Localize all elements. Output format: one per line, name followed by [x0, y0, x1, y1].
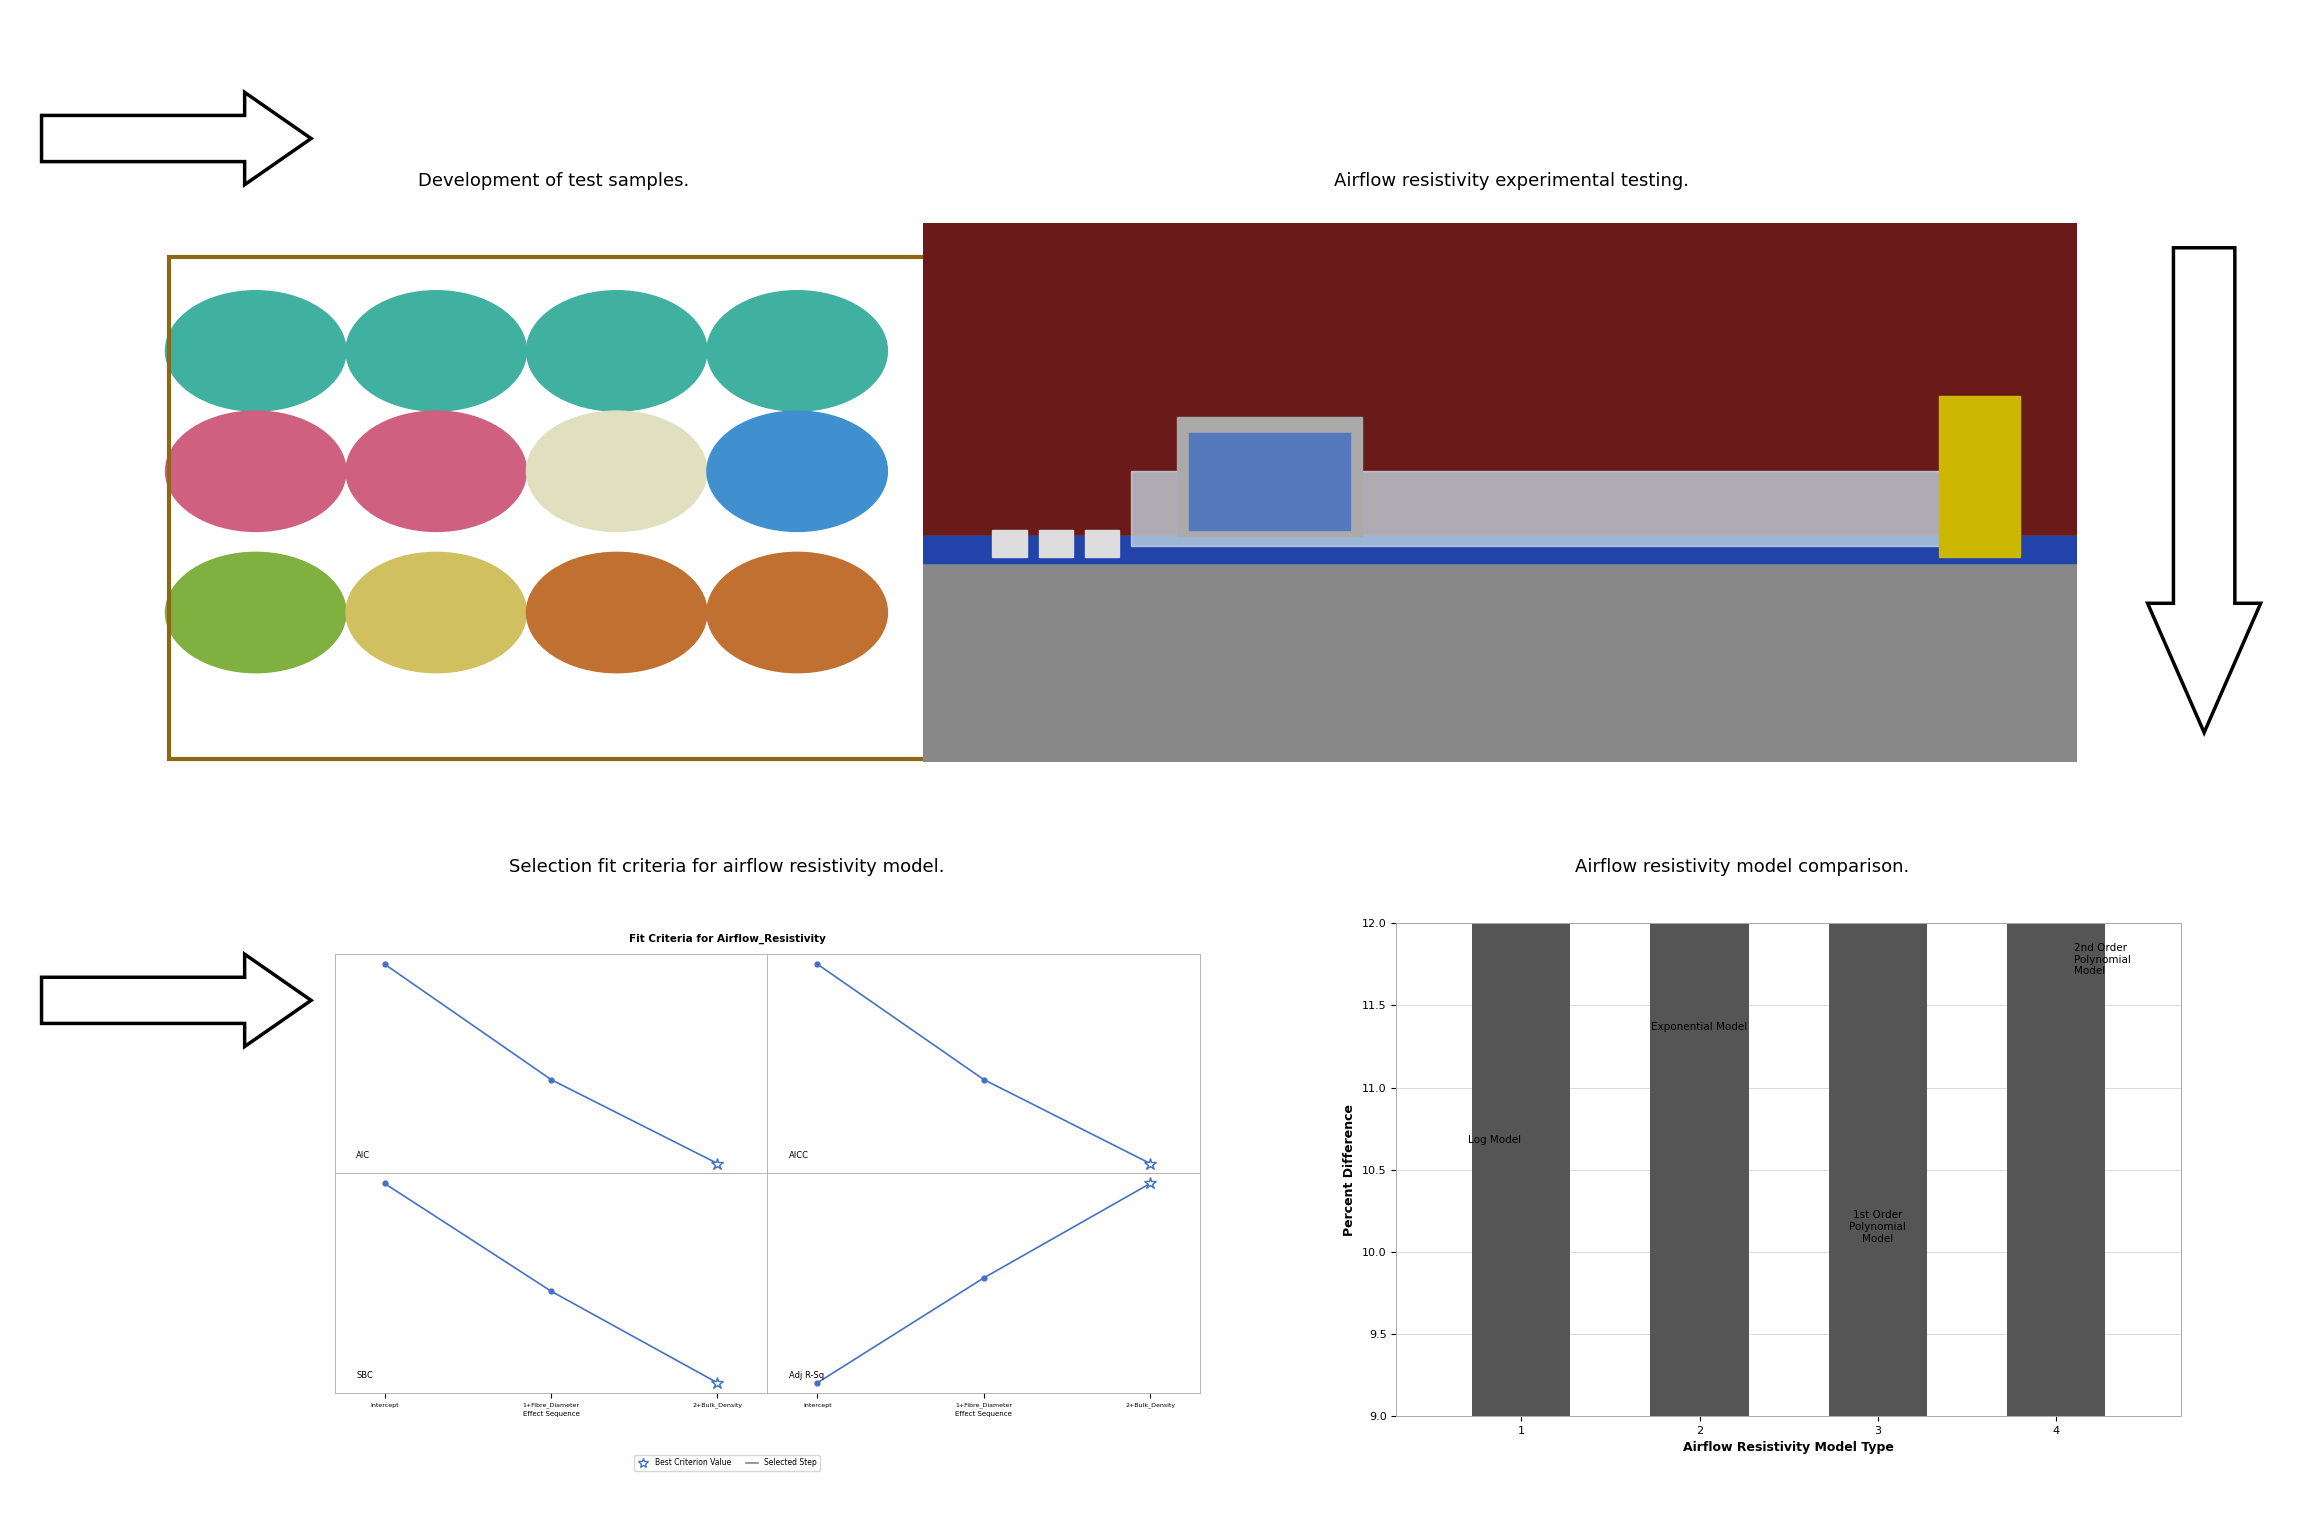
Bar [1650, 0, 1749, 1416]
Circle shape [166, 291, 346, 411]
Circle shape [526, 291, 706, 411]
FancyArrow shape [2146, 248, 2262, 733]
Bar [1085, 529, 1119, 557]
Circle shape [346, 411, 526, 531]
Legend: Best Criterion Value, Selected Step: Best Criterion Value, Selected Step [635, 1456, 819, 1471]
Circle shape [346, 291, 526, 411]
Bar [923, 223, 2077, 546]
Text: Airflow resistivity experimental testing.: Airflow resistivity experimental testing… [1334, 172, 1689, 189]
Text: Development of test samples.: Development of test samples. [418, 172, 690, 189]
Bar [1828, 0, 1927, 1416]
Text: 2nd Order
Polynomial
Model: 2nd Order Polynomial Model [2075, 943, 2130, 976]
Y-axis label: Percent Difference: Percent Difference [1343, 1103, 1357, 1236]
Bar [1473, 0, 1569, 1416]
Bar [1131, 471, 1962, 546]
Bar [992, 529, 1027, 557]
Text: Exponential Model: Exponential Model [1653, 1022, 1747, 1031]
Text: Adj R-Sq: Adj R-Sq [789, 1371, 824, 1379]
Bar [2008, 0, 2105, 1416]
Bar [923, 536, 2077, 762]
FancyArrow shape [42, 954, 312, 1047]
Text: 1st Order
Polynomial
Model: 1st Order Polynomial Model [1849, 1210, 1906, 1244]
Bar [1189, 434, 1350, 529]
X-axis label: Airflow Resistivity Model Type: Airflow Resistivity Model Type [1683, 1441, 1895, 1454]
Text: AIC: AIC [355, 1151, 369, 1160]
Bar [1039, 529, 1073, 557]
Circle shape [166, 553, 346, 673]
X-axis label: Effect Sequence: Effect Sequence [956, 1411, 1013, 1417]
X-axis label: Effect Sequence: Effect Sequence [522, 1411, 579, 1417]
Circle shape [166, 411, 346, 531]
Text: Airflow resistivity model comparison.: Airflow resistivity model comparison. [1576, 857, 1909, 876]
Text: Selection fit criteria for airflow resistivity model.: Selection fit criteria for airflow resis… [510, 857, 944, 876]
Text: Fit Criteria for Airflow_Resistivity: Fit Criteria for Airflow_Resistivity [628, 934, 826, 943]
Circle shape [346, 553, 526, 673]
Bar [1939, 396, 2020, 557]
Text: AICC: AICC [789, 1151, 810, 1160]
Circle shape [526, 553, 706, 673]
Circle shape [526, 411, 706, 531]
Circle shape [706, 411, 889, 531]
Text: SBC: SBC [355, 1371, 374, 1379]
Circle shape [706, 291, 889, 411]
Bar [1177, 417, 1362, 536]
Text: Log Model: Log Model [1468, 1136, 1521, 1145]
FancyArrow shape [42, 92, 312, 185]
Bar [923, 536, 2077, 563]
Circle shape [706, 553, 889, 673]
